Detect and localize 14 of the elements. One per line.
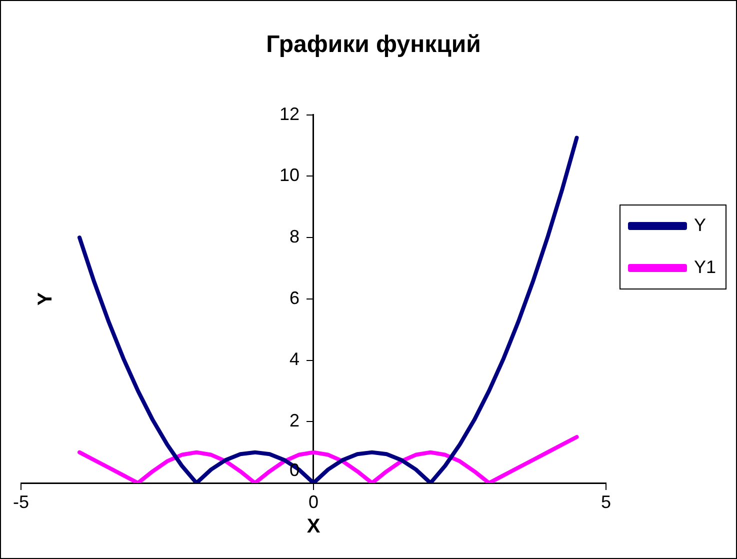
x-tick-label: 5	[600, 492, 611, 512]
chart-title: Графики функций	[266, 31, 481, 58]
y-tick-label: 2	[289, 410, 300, 431]
x-tick-label: 0	[308, 492, 318, 512]
y-tick-label: 8	[289, 226, 300, 246]
y-axis-title: Y	[34, 292, 57, 306]
y-tick-label: 10	[279, 165, 300, 186]
y-tick-label: 12	[279, 104, 300, 124]
x-axis-title: X	[306, 516, 321, 538]
legend-label: Y	[694, 214, 706, 235]
y-tick-label: 6	[289, 288, 300, 308]
y-tick-label: 4	[289, 349, 300, 370]
x-tick-label: -5	[12, 492, 30, 512]
legend-label: Y1	[694, 256, 716, 277]
